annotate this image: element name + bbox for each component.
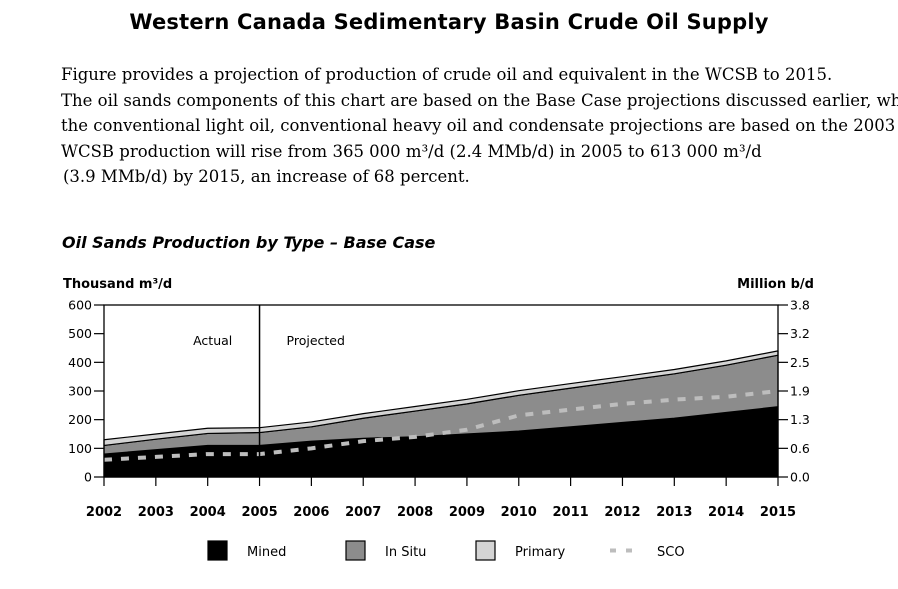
y-left-tick-label: 500 — [68, 326, 92, 341]
annotation-projected: Projected — [287, 333, 345, 348]
legend-swatch-in-situ — [345, 540, 366, 561]
x-tick-label: 2009 — [449, 505, 485, 520]
y-right-tick-label: 3.8 — [790, 298, 810, 313]
y-right-tick-label: 2.5 — [790, 355, 810, 370]
axes: 0 0.0 100 0.6 200 1.3 300 1.9 400 2.5 500 3.2 600 3.8… — [63, 277, 814, 520]
x-tick-label: 2007 — [345, 505, 381, 520]
y-left-tick-label: 600 — [68, 298, 92, 313]
plot-lines — [103, 389, 779, 462]
legend-label-primary: Primary — [515, 545, 566, 560]
legend-label-in-situ: In Situ — [385, 545, 426, 560]
x-tick-label: 2010 — [501, 505, 537, 520]
x-tick-label: 2012 — [604, 505, 640, 520]
paragraph-line: Figure provides a projection of producti… — [61, 65, 833, 84]
paragraph-line: WCSB production will rise from 365 000 m… — [61, 141, 762, 161]
y-left-axis-label: Thousand m³/d — [63, 277, 172, 292]
y-left-tick-label: 400 — [68, 355, 92, 370]
paragraph-line: the conventional light oil, conventional… — [61, 116, 896, 135]
intro-paragraph: Figure provides a projection of producti… — [61, 62, 898, 190]
annotation-actual: Actual — [193, 333, 232, 348]
paragraph-line: The oil sands components of this chart a… — [61, 90, 898, 110]
plot-areas — [103, 350, 779, 478]
y-left-tick-label: 0 — [84, 470, 92, 485]
annotations: Actual Projected — [193, 333, 345, 348]
line-sco — [103, 389, 779, 462]
y-right-tick-label: 0.0 — [790, 470, 810, 485]
y-left-tick-label: 200 — [68, 412, 92, 427]
x-tick-label: 2004 — [190, 505, 226, 520]
page-title: Western Canada Sedimentary Basin Crude O… — [129, 10, 769, 34]
x-tick-label: 2003 — [138, 505, 174, 520]
x-tick-label: 2011 — [553, 505, 589, 520]
x-tick-label: 2015 — [760, 505, 796, 520]
chart-title: Oil Sands Production by Type – Base Case — [62, 233, 436, 252]
y-left-tick-label: 300 — [68, 384, 92, 399]
x-tick-label: 2008 — [397, 505, 433, 520]
legend-label-sco: SCO — [657, 545, 685, 560]
legend: Mined In Situ Primary SCO — [207, 540, 685, 561]
y-right-tick-label: 1.9 — [790, 384, 810, 399]
x-tick-label: 2014 — [708, 505, 744, 520]
y-left-tick-label: 100 — [68, 441, 92, 456]
x-tick-label: 2005 — [241, 505, 277, 520]
legend-label-mined: Mined — [247, 545, 286, 560]
x-tick-label: 2013 — [656, 505, 692, 520]
legend-swatch-primary — [475, 540, 496, 561]
y-right-tick-label: 3.2 — [790, 326, 810, 341]
y-right-tick-label: 0.6 — [790, 441, 810, 456]
x-tick-label: 2006 — [293, 505, 329, 520]
y-right-axis-label: Million b/d — [737, 277, 814, 292]
x-tick-label: 2002 — [86, 505, 122, 520]
y-right-tick-label: 1.3 — [790, 412, 810, 427]
legend-swatch-mined — [207, 540, 228, 561]
paragraph-line: (3.9 MMb/d) by 2015, an increase of 68 p… — [63, 167, 470, 186]
